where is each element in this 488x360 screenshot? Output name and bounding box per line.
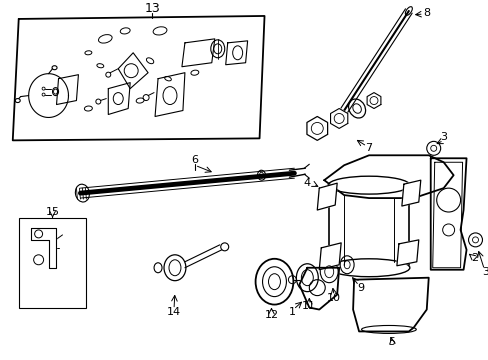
- Polygon shape: [182, 39, 214, 67]
- Text: 11: 11: [302, 301, 316, 311]
- Polygon shape: [306, 117, 327, 140]
- Polygon shape: [31, 228, 56, 268]
- Polygon shape: [155, 73, 184, 117]
- Text: 9: 9: [357, 283, 364, 293]
- Polygon shape: [401, 180, 420, 206]
- Polygon shape: [330, 108, 347, 129]
- Text: 8: 8: [422, 8, 429, 18]
- Polygon shape: [319, 243, 341, 270]
- Polygon shape: [366, 93, 380, 108]
- Text: 13: 13: [144, 3, 160, 15]
- Bar: [19, 218, 86, 307]
- Text: 6: 6: [191, 155, 198, 165]
- Polygon shape: [13, 16, 264, 140]
- Polygon shape: [324, 155, 453, 198]
- Polygon shape: [299, 268, 339, 310]
- Text: 3: 3: [439, 132, 446, 142]
- Text: 7: 7: [365, 143, 372, 153]
- Text: 1: 1: [288, 306, 295, 316]
- Text: 12: 12: [264, 310, 278, 320]
- Polygon shape: [396, 240, 418, 266]
- Text: 5: 5: [387, 337, 395, 347]
- Polygon shape: [118, 53, 148, 89]
- Text: 2: 2: [470, 253, 477, 263]
- Polygon shape: [432, 162, 462, 268]
- Polygon shape: [352, 278, 428, 332]
- Text: 14: 14: [166, 306, 181, 316]
- Text: 10: 10: [326, 293, 341, 303]
- Polygon shape: [225, 41, 247, 65]
- Text: 15: 15: [45, 207, 60, 217]
- Polygon shape: [57, 75, 78, 104]
- Text: 3: 3: [481, 267, 488, 277]
- Polygon shape: [430, 158, 466, 270]
- Text: 4: 4: [303, 178, 310, 188]
- Polygon shape: [317, 183, 337, 210]
- Polygon shape: [108, 83, 130, 114]
